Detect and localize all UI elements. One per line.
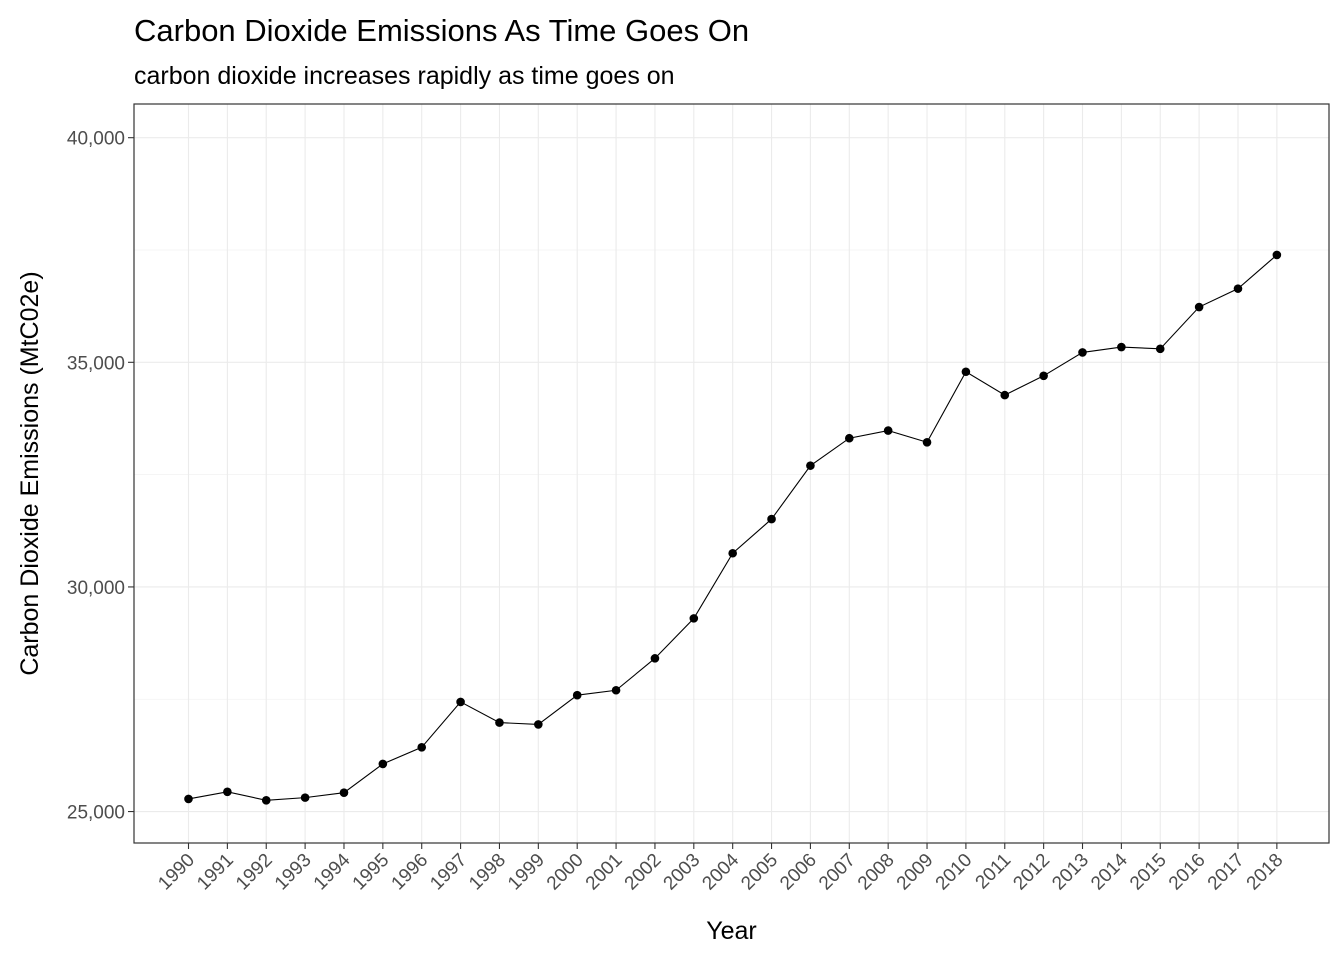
- x-tick-label: 2015: [1126, 850, 1171, 895]
- x-tick-label: 2010: [932, 850, 977, 895]
- x-tick-label: 2008: [854, 850, 899, 895]
- x-tick-label: 2017: [1204, 850, 1249, 895]
- x-tick-label: 1993: [271, 850, 316, 895]
- x-tick-label: 2012: [1009, 850, 1054, 895]
- y-axis-title: Carbon Dioxide Emissions (MtC02e): [16, 271, 44, 675]
- data-point: [1194, 302, 1204, 312]
- data-point: [378, 759, 388, 769]
- data-point: [339, 788, 349, 797]
- x-tick-label: 2009: [893, 850, 938, 895]
- data-point: [534, 720, 543, 729]
- data-point: [767, 514, 776, 524]
- y-axis: 25,000 30,000 35,000 40,000: [67, 129, 134, 824]
- x-tick-label: 1998: [465, 850, 510, 895]
- data-point: [1272, 250, 1282, 260]
- x-tick-label: 2018: [1243, 850, 1288, 895]
- data-point: [844, 433, 854, 443]
- x-tick-label: 2001: [582, 850, 627, 895]
- x-tick-label: 2013: [1048, 850, 1093, 895]
- data-point: [572, 690, 582, 700]
- emissions-series: [184, 250, 1282, 805]
- y-tick-label: 30,000: [67, 578, 125, 599]
- data-point: [883, 426, 893, 435]
- x-tick-label: 1992: [232, 850, 277, 895]
- x-tick-label: 2016: [1165, 850, 1210, 895]
- x-tick-label: 2014: [1087, 849, 1132, 894]
- x-tick-label: 1995: [349, 850, 394, 895]
- x-tick-label: 2002: [621, 850, 666, 895]
- data-point: [728, 548, 737, 558]
- chart-subtitle: carbon dioxide increases rapidly as time…: [134, 62, 675, 90]
- data-point: [1117, 342, 1126, 352]
- data-point: [922, 437, 932, 447]
- data-point: [611, 685, 621, 695]
- x-tick-label: 1990: [154, 850, 199, 895]
- data-point: [1039, 371, 1048, 381]
- grid: [134, 104, 1329, 843]
- data-point: [300, 793, 310, 802]
- data-point: [961, 367, 971, 377]
- x-tick-label: 2000: [543, 850, 588, 895]
- y-tick-label: 40,000: [67, 129, 125, 150]
- x-tick-label: 1997: [426, 850, 471, 895]
- data-point: [495, 718, 504, 727]
- x-tick-label: 2011: [972, 850, 1016, 894]
- data-point: [184, 794, 193, 804]
- data-point: [1078, 348, 1087, 357]
- x-tick-label: 1994: [310, 849, 355, 894]
- data-point: [1155, 344, 1165, 354]
- plot-panel: [133, 103, 1330, 844]
- data-point: [1233, 284, 1243, 293]
- x-tick-label: 1991: [193, 850, 238, 895]
- x-tick-label: 1999: [504, 850, 549, 895]
- data-point: [261, 796, 271, 805]
- y-tick-label: 35,000: [67, 353, 125, 374]
- x-tick-label: 2003: [660, 850, 705, 895]
- data-point: [417, 743, 427, 752]
- data-point: [456, 697, 465, 707]
- data-point: [650, 654, 660, 663]
- x-tick-label: 2004: [698, 849, 743, 894]
- chart-title: Carbon Dioxide Emissions As Time Goes On: [134, 13, 749, 48]
- x-tick-label: 2005: [737, 850, 782, 895]
- x-axis: 1990199119921993199419951996199719981999…: [154, 843, 1287, 894]
- x-tick-label: 2006: [776, 850, 821, 895]
- data-point: [806, 461, 815, 470]
- y-tick-label: 25,000: [67, 803, 125, 824]
- x-tick-label: 2007: [815, 850, 860, 895]
- x-tick-label: 1996: [388, 850, 433, 895]
- data-point: [1000, 390, 1010, 400]
- data-point: [223, 787, 232, 797]
- data-point: [689, 614, 699, 623]
- x-axis-title: Year: [706, 917, 757, 945]
